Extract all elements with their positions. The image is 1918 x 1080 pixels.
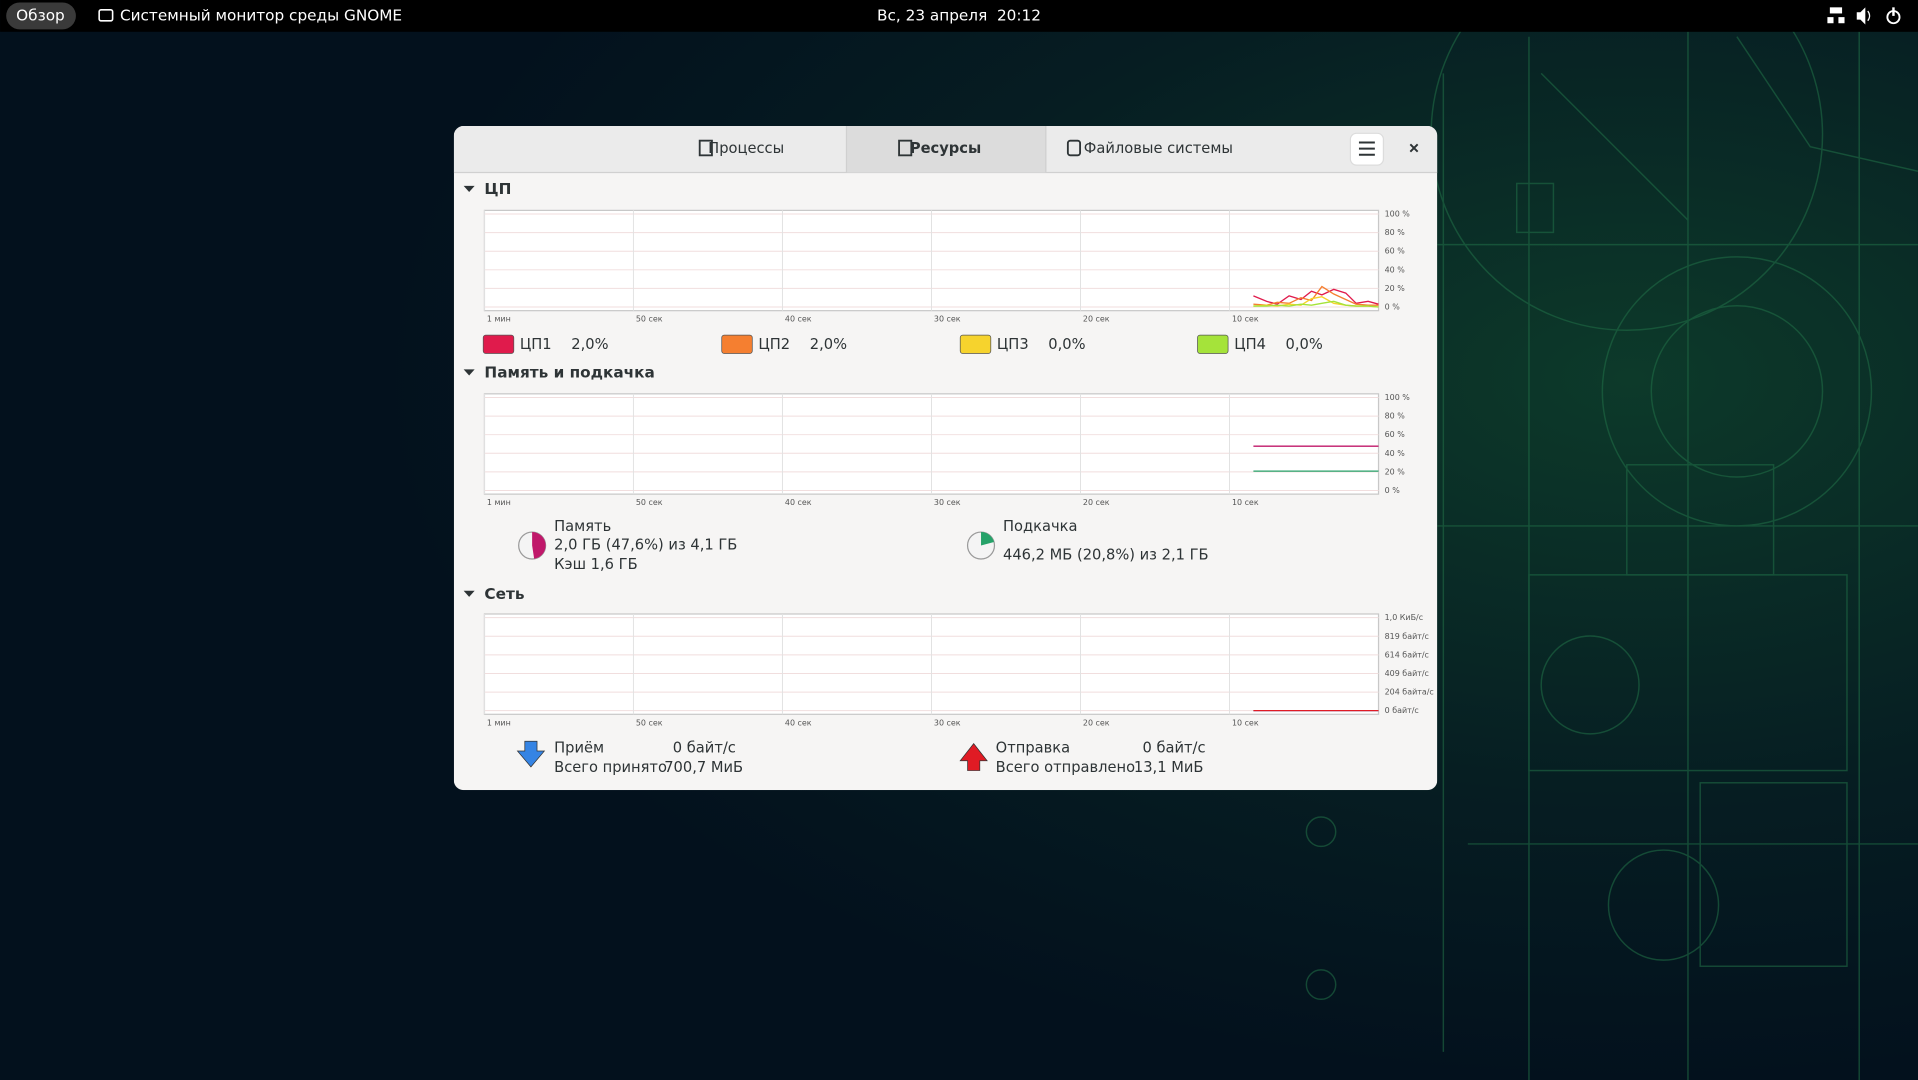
legend-detail: Кэш 1,6 ГБ bbox=[554, 556, 637, 573]
y-tick-label: 60 % bbox=[1385, 430, 1406, 439]
pie-slice bbox=[532, 532, 546, 559]
legend-name: Отправка bbox=[996, 740, 1070, 757]
tab-label[interactable]: Файловые системы bbox=[1084, 140, 1233, 157]
color-swatch[interactable] bbox=[959, 334, 992, 354]
menu-icon[interactable] bbox=[1358, 141, 1375, 156]
x-tick-label: 50 сек bbox=[636, 498, 663, 507]
tab-icon[interactable] bbox=[898, 139, 913, 157]
section-title[interactable]: Сеть bbox=[484, 585, 524, 603]
legend-reading: 0,0% bbox=[1286, 336, 1323, 353]
color-swatch[interactable] bbox=[482, 334, 515, 354]
tab-icon[interactable] bbox=[698, 139, 713, 157]
legend-total-label: Всего отправлено bbox=[996, 759, 1135, 776]
legend-reading: 2,0% bbox=[810, 336, 847, 353]
legend-total: 13,1 МиБ bbox=[1134, 759, 1204, 776]
legend-total: 700,7 МиБ bbox=[664, 759, 743, 776]
x-tick-label: 10 сек bbox=[1232, 718, 1259, 727]
network-icon[interactable] bbox=[959, 743, 988, 771]
x-tick-label: 10 сек bbox=[1232, 498, 1259, 507]
color-swatch[interactable] bbox=[721, 334, 753, 354]
y-tick-label: 409 байт/с bbox=[1385, 669, 1429, 678]
tab-label[interactable]: Процессы bbox=[708, 140, 784, 157]
activities-label[interactable]: Обзор bbox=[16, 6, 65, 24]
x-tick-label: 40 сек bbox=[785, 315, 812, 324]
legend-detail: 2,0 ГБ (47,6%) из 4,1 ГБ bbox=[554, 537, 737, 554]
x-tick-label: 20 сек bbox=[1083, 315, 1110, 324]
graph-line bbox=[1253, 285, 1379, 306]
x-tick-label: 20 сек bbox=[1083, 498, 1110, 507]
x-tick-label: 1 мин bbox=[487, 498, 511, 507]
legend-reading: 2,0% bbox=[571, 336, 608, 353]
y-tick-label: 20 % bbox=[1385, 284, 1406, 293]
x-tick-label: 1 мин bbox=[487, 315, 511, 324]
y-tick-label: 0 байт/с bbox=[1385, 706, 1419, 715]
legend-rate: 0 байт/с bbox=[1142, 740, 1205, 757]
y-tick-label: 40 % bbox=[1385, 265, 1406, 274]
tab-active-bg bbox=[846, 125, 1046, 173]
system-tray[interactable] bbox=[1827, 7, 1901, 25]
wallpaper-pattern bbox=[1305, 0, 1918, 1080]
legend-detail: 446,2 МБ (20,8%) из 2,1 ГБ bbox=[1003, 546, 1209, 563]
legend-name: Память bbox=[554, 518, 611, 535]
y-tick-label: 60 % bbox=[1385, 247, 1406, 256]
pie-slice bbox=[981, 532, 995, 546]
x-tick-label: 50 сек bbox=[636, 315, 663, 324]
legend-total-label: Всего принято bbox=[554, 759, 667, 776]
tab-icon[interactable] bbox=[1066, 139, 1082, 157]
color-swatch[interactable] bbox=[1197, 334, 1229, 354]
top-bar bbox=[0, 0, 1918, 32]
clock[interactable]: Вс, 23 апреля 20:12 bbox=[877, 6, 1041, 24]
legend-name: ЦП4 bbox=[1234, 336, 1266, 353]
y-tick-label: 100 % bbox=[1385, 393, 1411, 402]
legend-name: Подкачка bbox=[1003, 518, 1077, 535]
section-title[interactable]: ЦП bbox=[484, 180, 511, 198]
activities-button[interactable] bbox=[6, 2, 76, 30]
tab-label[interactable]: Ресурсы bbox=[910, 140, 981, 157]
legend-name: ЦП3 bbox=[997, 336, 1029, 353]
y-tick-label: 0 % bbox=[1385, 302, 1401, 311]
x-tick-label: 10 сек bbox=[1232, 315, 1259, 324]
y-tick-label: 20 % bbox=[1385, 467, 1406, 476]
legend-name: Приём bbox=[554, 740, 604, 757]
y-tick-label: 614 байт/с bbox=[1385, 650, 1429, 659]
x-tick-label: 30 сек bbox=[934, 718, 961, 727]
y-tick-label: 80 % bbox=[1385, 412, 1406, 421]
graph-line bbox=[1253, 300, 1379, 308]
legend-name: ЦП1 bbox=[520, 336, 552, 353]
y-tick-label: 40 % bbox=[1385, 449, 1406, 458]
network-icon[interactable] bbox=[516, 740, 546, 768]
y-tick-label: 204 байта/с bbox=[1385, 688, 1434, 697]
close-button[interactable] bbox=[1409, 143, 1419, 153]
x-tick-label: 40 сек bbox=[785, 718, 812, 727]
y-tick-label: 100 % bbox=[1385, 210, 1411, 219]
x-tick-label: 20 сек bbox=[1083, 718, 1110, 727]
x-tick-label: 30 сек bbox=[934, 315, 961, 324]
x-tick-label: 40 сек bbox=[785, 498, 812, 507]
y-tick-label: 80 % bbox=[1385, 228, 1406, 237]
y-tick-label: 819 байт/с bbox=[1385, 632, 1429, 641]
y-tick-label: 1,0 КиБ/с bbox=[1385, 613, 1423, 622]
section-expander[interactable] bbox=[463, 590, 475, 597]
section-title[interactable]: Память и подкачка bbox=[484, 364, 654, 382]
section-expander[interactable] bbox=[463, 185, 475, 193]
legend-rate: 0 байт/с bbox=[673, 740, 736, 757]
y-tick-label: 0 % bbox=[1385, 486, 1401, 495]
x-tick-label: 50 сек bbox=[636, 718, 663, 727]
x-tick-label: 1 мин bbox=[487, 718, 511, 727]
app-icon bbox=[98, 8, 114, 22]
section-expander[interactable] bbox=[463, 369, 475, 376]
x-tick-label: 30 сек bbox=[934, 498, 961, 507]
legend-name: ЦП2 bbox=[758, 336, 790, 353]
app-menu[interactable]: Системный монитор среды GNOME bbox=[120, 6, 402, 24]
window: Процессы Ресурсы Файловые системы ЦП 100 % 80… bbox=[453, 125, 1438, 791]
legend-reading: 0,0% bbox=[1048, 336, 1085, 353]
